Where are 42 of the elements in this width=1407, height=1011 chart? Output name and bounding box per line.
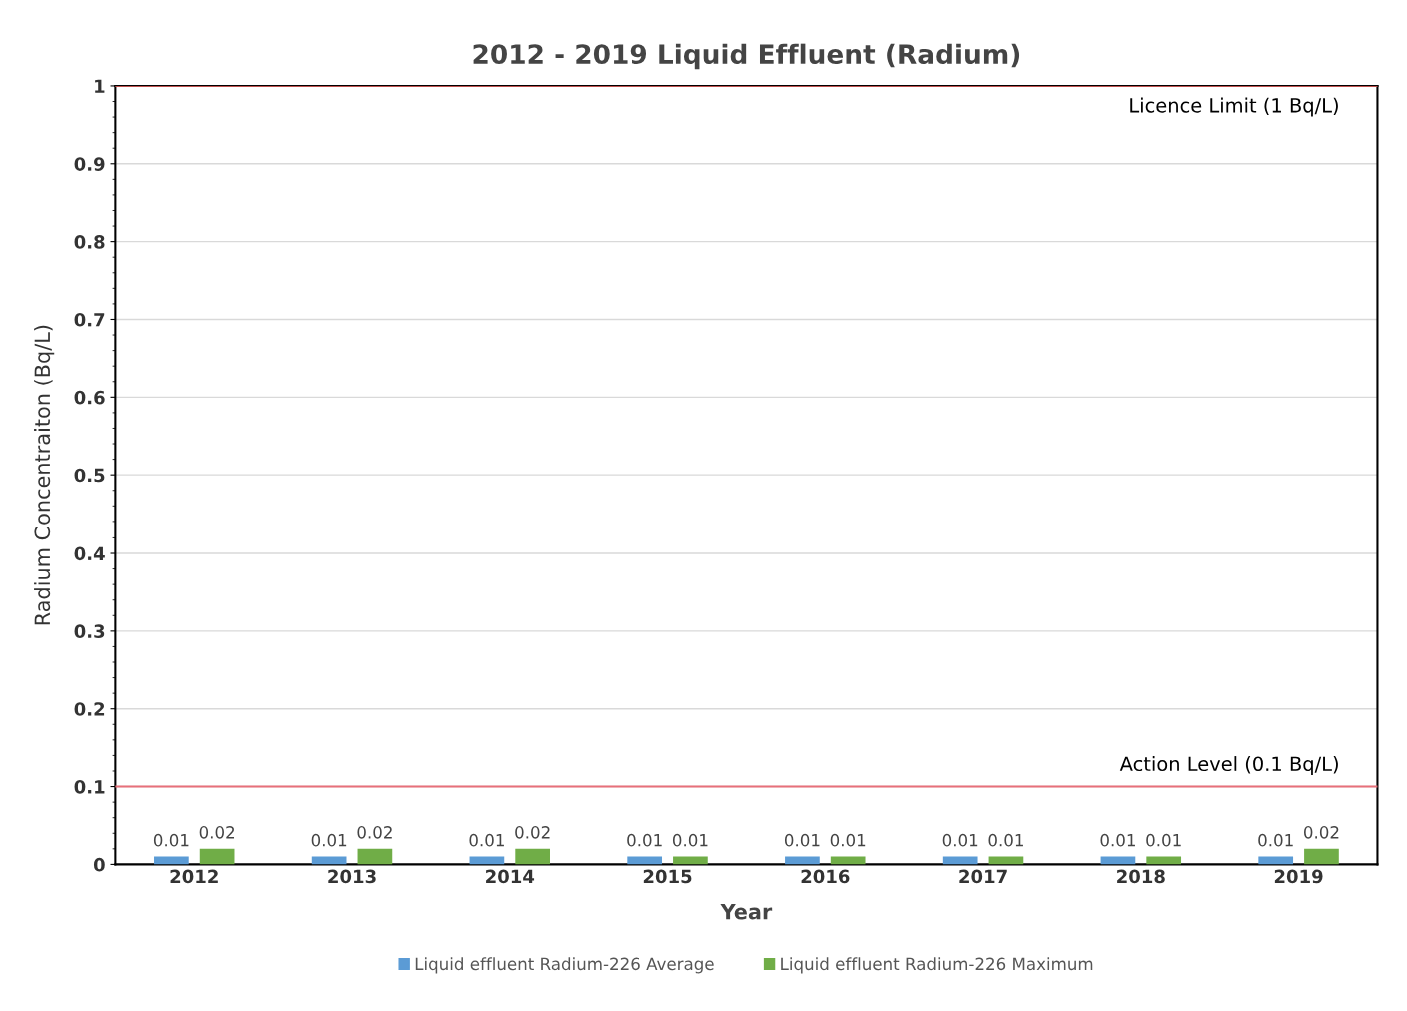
y-tick-label: 0.6	[74, 390, 105, 405]
ref-line-label: Action Level (0.1 Bq/L)	[1119, 756, 1338, 775]
data-label: 0.02	[1303, 826, 1339, 839]
legend-label: Liquid effluent Radium-226 Maximum	[781, 957, 1093, 974]
data-label: 0.02	[199, 826, 235, 839]
y-axis-title: Radium Concentraiton (Bq/L)	[34, 325, 55, 625]
x-tick-label: 2014	[486, 869, 535, 884]
chart-title: 2012 - 2019 Liquid Effluent (Radium)	[473, 43, 1020, 70]
y-tick-label: 0.8	[74, 235, 105, 249]
data-label: 0.01	[942, 833, 978, 847]
data-label: 0.01	[988, 833, 1023, 847]
y-tick-label: 0.9	[74, 157, 105, 171]
x-tick-label: 2018	[1117, 869, 1165, 884]
y-tick-label: 0.3	[74, 624, 105, 638]
x-axis-title: Year	[720, 904, 773, 920]
data-label: 0.01	[1146, 833, 1181, 847]
x-tick-label: 2016	[801, 869, 850, 884]
y-tick-label: 0.4	[74, 546, 105, 561]
data-label: 0.02	[515, 826, 550, 839]
y-tick-label: 0.1	[74, 780, 105, 794]
data-label: 0.01	[153, 833, 189, 847]
y-tick-label: 0.7	[74, 312, 105, 327]
y-tick-label: 1	[95, 79, 105, 93]
data-label: 0.01	[311, 833, 347, 847]
x-tick-label: 2017	[959, 869, 1007, 884]
x-tick-label: 2012	[170, 869, 218, 884]
data-label: 0.02	[357, 826, 392, 839]
x-tick-label: 2015	[643, 869, 692, 884]
legend-label: Liquid effluent Radium-226 Average	[415, 957, 714, 974]
data-label: 0.01	[672, 833, 708, 847]
data-label: 0.01	[1100, 833, 1135, 847]
x-tick-label: 2019	[1274, 869, 1323, 884]
ref-line-label: Licence Limit (1 Bq/L)	[1130, 97, 1338, 117]
data-label: 0.01	[627, 833, 662, 847]
y-tick-label: 0.2	[74, 702, 105, 716]
data-label: 0.01	[784, 833, 820, 847]
y-tick-label: 0	[93, 857, 105, 872]
data-label: 0.01	[1258, 833, 1293, 847]
y-tick-label: 0.5	[74, 468, 105, 483]
data-label: 0.01	[469, 833, 504, 847]
data-label: 0.01	[830, 833, 866, 847]
x-tick-label: 2013	[328, 869, 376, 884]
